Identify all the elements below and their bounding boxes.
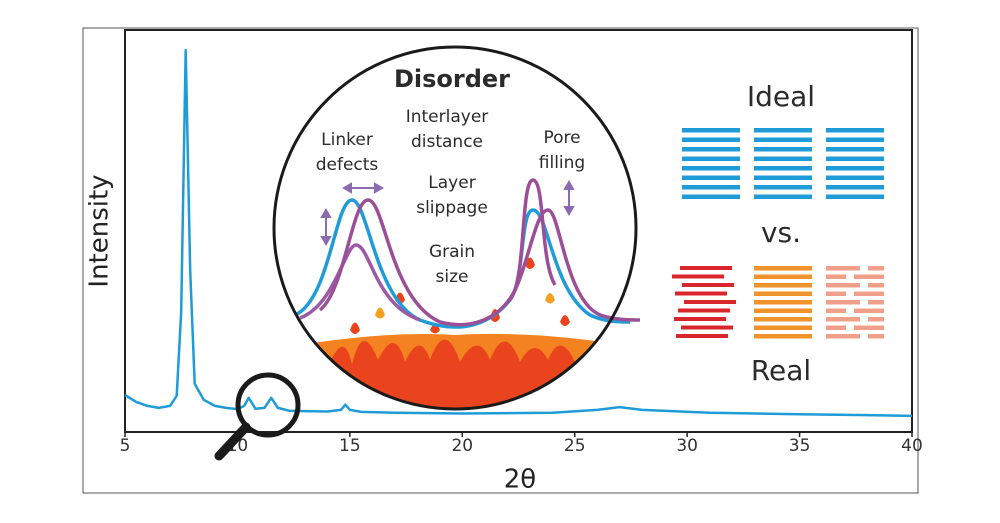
- stripe: [826, 334, 860, 339]
- x-tick-label: 35: [789, 436, 811, 456]
- stripe: [682, 175, 740, 180]
- stripe: [826, 317, 860, 322]
- plot-area: 5 10 15 20 25 30 35 40: [120, 48, 923, 456]
- stripe: [826, 266, 860, 271]
- stripe: [682, 166, 740, 171]
- outer-frame: [82, 27, 919, 494]
- stripe: [868, 266, 884, 271]
- stripe: [754, 283, 812, 288]
- stripe: [826, 300, 860, 305]
- x-tick-label: 25: [564, 436, 586, 456]
- label-real: Real: [751, 354, 811, 387]
- stripe: [868, 283, 884, 288]
- stripe: [826, 166, 884, 171]
- stripe: [672, 274, 724, 279]
- stripe: [754, 185, 812, 190]
- stripe: [676, 334, 728, 338]
- stripe: [754, 317, 812, 322]
- stripe: [682, 194, 740, 199]
- title-disorder: Disorder: [394, 65, 510, 93]
- label-vs: vs.: [761, 216, 801, 249]
- stripe: [754, 194, 812, 199]
- stripe: [868, 317, 884, 322]
- stripe: [754, 147, 812, 152]
- stripe: [680, 266, 732, 270]
- stripe: [826, 156, 884, 161]
- label-ideal: Ideal: [747, 80, 815, 113]
- annotation: slippage: [416, 198, 488, 218]
- stripe: [854, 325, 884, 330]
- stripe: [826, 194, 884, 199]
- stripe: [826, 147, 884, 152]
- stripe: [826, 325, 846, 330]
- stripe: [754, 308, 812, 313]
- stripe: [868, 334, 884, 339]
- y-axis-label: Intensity: [85, 174, 115, 287]
- stripe: [826, 137, 884, 142]
- stripe: [682, 185, 740, 190]
- annotation: filling: [539, 153, 585, 173]
- annotation: Grain: [429, 242, 475, 262]
- annotation: Interlayer: [406, 107, 489, 127]
- stripe: [754, 266, 812, 271]
- stripe: [754, 128, 812, 133]
- stripe: [682, 137, 740, 142]
- stripe: [675, 291, 727, 296]
- stripe: [826, 283, 860, 288]
- inset-border: [272, 45, 638, 411]
- x-tick-label: 30: [676, 436, 698, 456]
- stripe: [682, 147, 740, 152]
- stripe: [754, 156, 812, 161]
- stripe: [826, 175, 884, 180]
- stripe: [682, 156, 740, 161]
- x-tick-label: 15: [339, 436, 361, 456]
- stripe: [826, 128, 884, 133]
- stripe: [754, 166, 812, 171]
- x-tick-label: 40: [901, 436, 923, 456]
- annotation: defects: [316, 155, 379, 175]
- stripe: [754, 274, 812, 279]
- annotation: size: [436, 267, 469, 287]
- stripe: [681, 325, 733, 330]
- annotation: distance: [411, 132, 483, 152]
- x-tick-label: 20: [451, 436, 473, 456]
- inset-bg: [274, 47, 636, 409]
- stripe: [754, 291, 812, 296]
- stripe: [754, 175, 812, 180]
- stripe: [754, 300, 812, 305]
- stripe: [684, 300, 736, 304]
- stripe: [754, 334, 812, 339]
- stripe: [854, 308, 884, 313]
- stripe: [674, 317, 726, 321]
- stripe: [826, 274, 846, 279]
- x-tick-label: 5: [120, 436, 131, 456]
- plot-frame: [124, 29, 913, 433]
- stripe: [682, 128, 740, 133]
- annotation: Pore: [543, 128, 580, 148]
- stripe: [868, 300, 884, 305]
- annotation: Linker: [321, 130, 373, 150]
- annotation: Layer: [428, 173, 475, 193]
- stripe: [678, 308, 730, 313]
- stripe: [754, 137, 812, 142]
- stripe: [854, 274, 884, 279]
- stripe: [854, 291, 884, 296]
- inset: Disorder Interlayer distance Linker defe…: [272, 45, 641, 411]
- stripe: [682, 283, 734, 287]
- xrd-line: [124, 48, 913, 418]
- stripe: [826, 291, 846, 296]
- stripe: [754, 325, 812, 330]
- x-axis-label: 2θ: [504, 465, 536, 495]
- magnifier: [214, 372, 301, 461]
- stripe-icons: [672, 128, 884, 339]
- stripe: [826, 308, 846, 313]
- stripe: [826, 185, 884, 190]
